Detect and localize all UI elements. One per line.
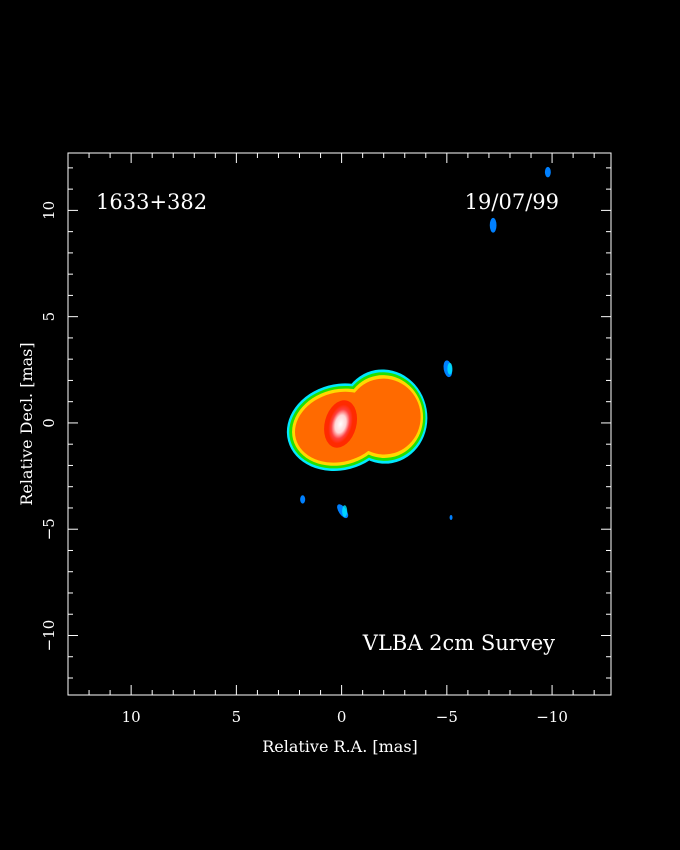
noise-blob-rim [447, 362, 453, 375]
noise-blob [449, 514, 453, 521]
observation-date-label: 19/07/99 [465, 190, 559, 214]
y-axis-title: Relative Decl. [mas] [17, 342, 36, 505]
y-tick-label: 10 [40, 201, 58, 220]
noise-blob-rim [342, 505, 348, 518]
noise-blob [300, 495, 306, 504]
y-tick-label: −5 [40, 518, 58, 540]
x-tick-label: −10 [536, 708, 568, 726]
x-tick-label: 5 [232, 708, 242, 726]
y-tick-label: 0 [40, 418, 58, 428]
y-tick-label: −10 [40, 620, 58, 652]
source-name-label: 1633+382 [96, 190, 207, 214]
noise-blob [489, 217, 497, 233]
noise-blob [544, 166, 551, 178]
axis-tick-labels: 10 5 0 −5 −10 10 5 0 −5 −10 [40, 201, 568, 726]
x-tick-label: 0 [337, 708, 347, 726]
core-peak [328, 404, 353, 444]
x-tick-label: −5 [436, 708, 458, 726]
axis-ticks [68, 153, 611, 695]
survey-label: VLBA 2cm Survey [362, 631, 555, 655]
y-tick-label: 5 [40, 312, 58, 322]
x-axis-title: Relative R.A. [mas] [262, 737, 418, 756]
x-tick-label: 10 [122, 708, 141, 726]
plot-frame [67, 152, 612, 696]
radio-emission-map [286, 166, 551, 521]
